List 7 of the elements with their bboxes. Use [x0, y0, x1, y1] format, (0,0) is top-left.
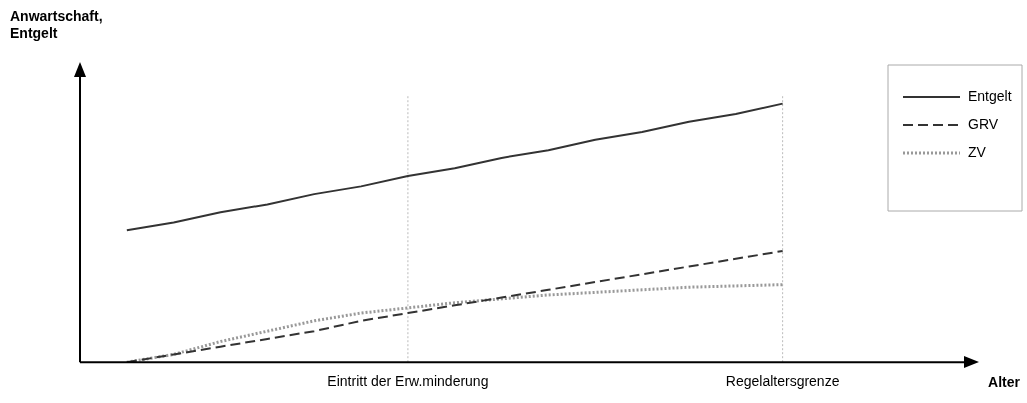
x-tick-label: Eintritt der Erw.minderung — [327, 373, 489, 390]
legend-label: GRV — [968, 115, 999, 132]
x-tick-label: Regelaltersgrenze — [725, 373, 840, 390]
x-axis-title: Alter — [988, 374, 1021, 391]
y-axis-title: Anwartschaft, Entgelt — [10, 7, 103, 41]
legend-label: ZV — [968, 143, 987, 160]
legend-label: Entgelt — [968, 87, 1012, 104]
